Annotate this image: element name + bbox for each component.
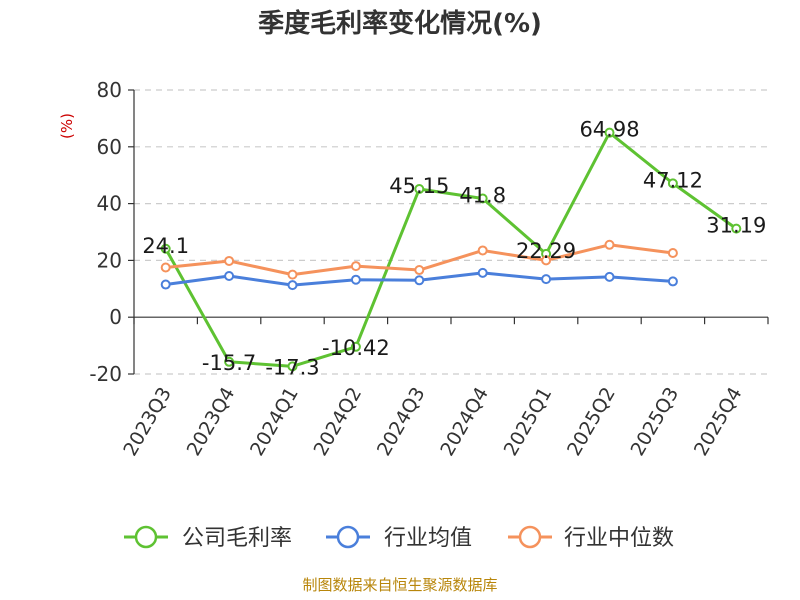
legend-item-1[interactable]: 行业均值 — [326, 525, 472, 551]
y-tick-label: 80 — [97, 78, 122, 102]
data-label: -17.3 — [265, 355, 319, 379]
y-tick-label: 20 — [97, 248, 122, 272]
data-label: 24.1 — [142, 234, 189, 258]
data-point — [667, 248, 678, 259]
data-labels: 24.1 -15.7 -17.3-10.42 45.15 41.8 22.29 64.98 4… — [142, 118, 766, 380]
x-tick-label: 2024Q4 — [436, 384, 493, 460]
data-label: 64.98 — [579, 118, 639, 142]
y-tick-label: 40 — [97, 192, 122, 216]
legend[interactable]: 公司毛利率 行业均值 行业中位数 — [124, 525, 674, 551]
data-point — [477, 267, 488, 278]
data-label: 31.19 — [706, 214, 766, 238]
data-point — [604, 239, 615, 250]
data-point — [224, 271, 235, 282]
x-tick-label: 2025Q1 — [500, 384, 557, 460]
data-label: 41.8 — [459, 183, 506, 207]
series-2 — [160, 239, 678, 280]
legend-item-2[interactable]: 行业中位数 — [508, 525, 674, 551]
data-point — [287, 361, 298, 372]
x-tick-label: 2023Q4 — [183, 384, 240, 460]
data-point — [224, 255, 235, 266]
data-label: 47.12 — [643, 168, 703, 192]
series-line — [164, 131, 738, 368]
legend-marker — [518, 525, 542, 549]
data-point — [350, 341, 361, 352]
legend-item-0[interactable]: 公司毛利率 — [124, 525, 292, 551]
data-point — [414, 183, 425, 194]
chart-title: 季度毛利率变化情况(%) — [258, 8, 542, 39]
data-point — [731, 223, 742, 234]
legend-label: 行业均值 — [384, 526, 472, 551]
x-tick-label: 2024Q3 — [373, 384, 430, 460]
x-tick-label: 2023Q3 — [119, 384, 176, 460]
series-1 — [160, 267, 678, 291]
data-point — [604, 271, 615, 282]
data-point — [477, 193, 488, 204]
x-tick-label: 2024Q2 — [309, 384, 366, 460]
data-point — [667, 276, 678, 287]
data-source-note: 制图数据来自恒生聚源数据库 — [302, 576, 497, 594]
data-label: 45.15 — [389, 174, 449, 198]
data-point — [287, 280, 298, 291]
y-axis-unit-label: (%) — [58, 113, 76, 139]
data-point — [667, 178, 678, 189]
series-0 — [160, 127, 742, 372]
data-point — [160, 262, 171, 273]
legend-label: 公司毛利率 — [182, 526, 292, 551]
data-point — [414, 275, 425, 286]
data-point — [414, 265, 425, 276]
series-lines — [160, 127, 742, 372]
data-label: -15.7 — [202, 351, 256, 375]
y-tick-label: 60 — [97, 135, 122, 159]
data-point — [350, 274, 361, 285]
x-tick-label: 2025Q3 — [626, 384, 683, 460]
data-label: -10.42 — [322, 336, 390, 360]
data-point — [224, 356, 235, 367]
y-tick-label: 0 — [109, 305, 122, 329]
data-point — [350, 261, 361, 272]
data-point — [160, 243, 171, 254]
x-tick-label: 2024Q1 — [246, 384, 303, 460]
data-point — [160, 279, 171, 290]
x-tick-label: 2025Q4 — [690, 384, 747, 460]
legend-marker — [336, 525, 360, 549]
data-label: 22.29 — [516, 239, 576, 263]
data-point — [477, 245, 488, 256]
legend-label: 行业中位数 — [564, 526, 674, 551]
data-point — [541, 274, 552, 285]
data-point — [541, 255, 552, 266]
data-point — [287, 269, 298, 280]
grid-lines — [134, 89, 768, 375]
x-tick-label: 2025Q2 — [563, 384, 620, 460]
legend-marker — [134, 525, 158, 549]
y-tick-label: -20 — [89, 362, 122, 386]
data-point — [604, 127, 615, 138]
